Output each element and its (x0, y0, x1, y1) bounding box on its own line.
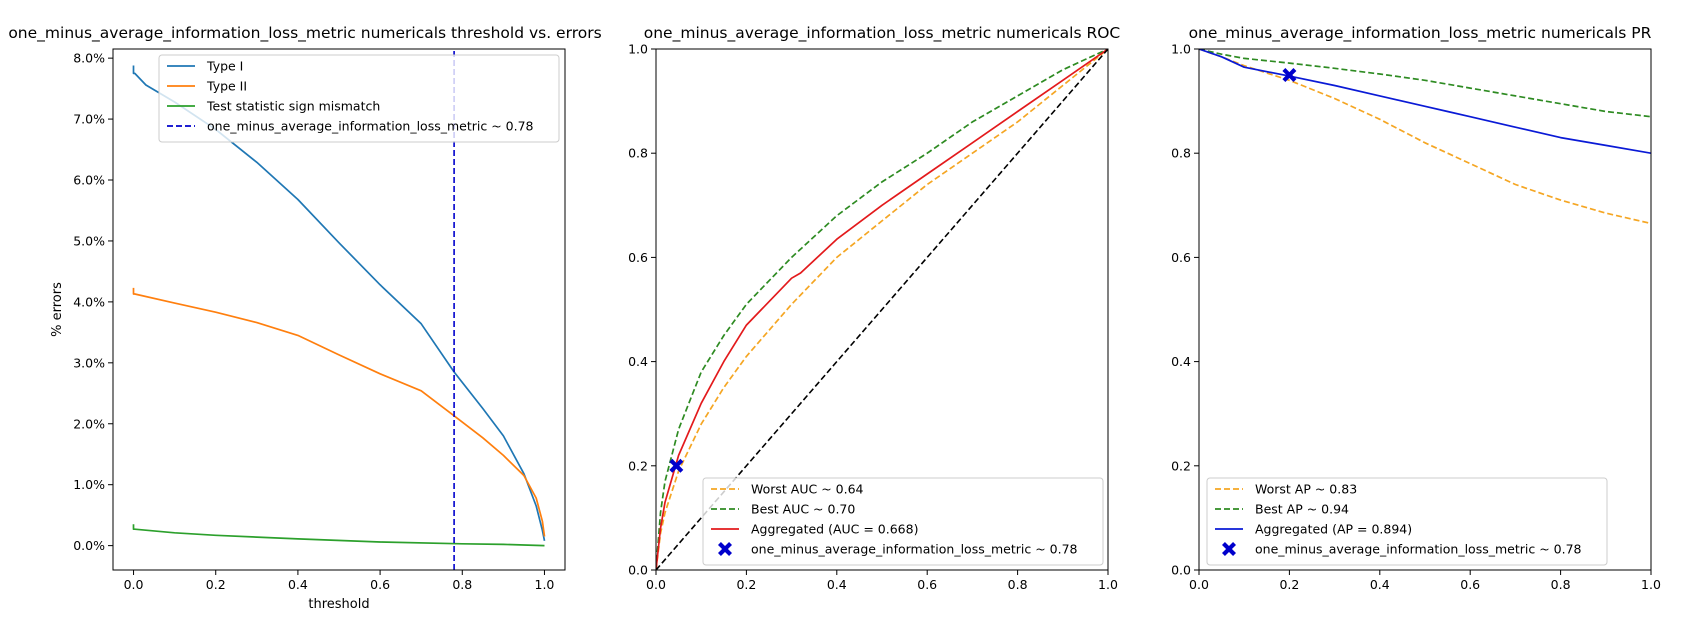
chart-3-title: one_minus_average_information_loss_metri… (1189, 24, 1652, 43)
x-tick-label: 1.0 (1098, 577, 1118, 592)
legend-marker (1222, 542, 1236, 556)
x-tick-label: 0.4 (288, 577, 308, 592)
series-best-auc-0-70 (656, 49, 1108, 570)
threshold-marker (1282, 68, 1297, 83)
x-tick-label: 0.6 (370, 577, 390, 592)
chart-2-axes-frame (655, 48, 1109, 571)
legend-label: Type I (206, 59, 243, 74)
series-aggregated-ap-0-894 (1199, 49, 1651, 155)
x-tick-label: 0.8 (1008, 577, 1028, 592)
chart-1-axes-frame (112, 48, 566, 571)
legend-label: Aggregated (AP = 0.894) (1255, 522, 1412, 537)
legend-box (1206, 477, 1608, 566)
y-tick-label: 0.4 (628, 354, 648, 369)
y-tick-label: 6.0% (73, 173, 105, 188)
x-tick-label: 0.4 (1370, 577, 1390, 592)
series-type-ii (132, 287, 546, 537)
legend-box (702, 477, 1104, 566)
x-tick-label: 0.2 (736, 577, 756, 592)
y-tick-label: 2.0% (73, 416, 105, 431)
legend-label: Worst AUC ~ 0.64 (751, 482, 864, 497)
threshold-marker (669, 458, 684, 473)
y-tick-label: 1.0 (628, 42, 648, 57)
x-tick-label: 0.8 (1551, 577, 1571, 592)
legend-label: one_minus_average_information_loss_metri… (751, 542, 1078, 557)
chart-3-plot-area (1199, 49, 1651, 225)
chart-1: 0.0 0.2 0.4 0.6 0.8 1.0 0.0% 1.0% 2.0% 3.0% 4.0% 5.… (50, 48, 566, 612)
series-aggregated-auc-0-668 (656, 49, 1108, 570)
chart-2-title: one_minus_average_information_loss_metri… (644, 24, 1121, 43)
series-chance (656, 49, 1108, 570)
legend-label: Worst AP ~ 0.83 (1255, 482, 1357, 497)
x-tick-label: 0.4 (827, 577, 847, 592)
y-tick-label: 8.0% (73, 51, 105, 66)
x-tick-label: 1.0 (1641, 577, 1661, 592)
x-tick-label: 0.6 (917, 577, 937, 592)
y-tick-label: 4.0% (73, 294, 105, 309)
chart-2-legend: Worst AUC ~ 0.64 Best AUC ~ 0.70 Aggregate… (702, 477, 1104, 566)
y-tick-label: 3.0% (73, 355, 105, 370)
legend-label: one_minus_average_information_loss_metri… (1255, 542, 1582, 557)
chart-2: 0.0 0.2 0.4 0.6 0.8 1.0 0.0 0.2 0.4 0.6 0.8 1.0 Wors… (628, 42, 1118, 593)
legend-box (158, 54, 560, 143)
series-best-ap-0-94 (1199, 49, 1651, 118)
legend-label: Test statistic sign mismatch (206, 99, 380, 114)
chart-1-title: one_minus_average_information_loss_metri… (8, 24, 601, 43)
y-tick-label: 0.6 (1171, 250, 1191, 265)
x-tick-label: 1.0 (535, 577, 555, 592)
y-tick-label: 0.2 (628, 458, 648, 473)
y-tick-label: 7.0% (73, 112, 105, 127)
chart-3-axes-frame (1198, 48, 1652, 571)
x-tick-label: 0.2 (1279, 577, 1299, 592)
x-tick-label: 0.0 (1189, 577, 1209, 592)
x-tick-label: 0.6 (1460, 577, 1480, 592)
chart-3: 0.0 0.2 0.4 0.6 0.8 1.0 0.0 0.2 0.4 0.6 0.8 1.0 Wors… (1171, 42, 1661, 593)
legend-label: Type II (206, 79, 247, 94)
y-tick-label: 0.0 (1171, 563, 1191, 578)
chart-2-plot-area (656, 49, 1108, 570)
x-axis-label: threshold (308, 597, 369, 612)
x-tick-label: 0.0 (124, 577, 144, 592)
legend-marker (718, 542, 732, 556)
x-tick-label: 0.2 (206, 577, 226, 592)
y-tick-label: 5.0% (73, 233, 105, 248)
chart-1-legend: Type I Type II Test statistic sign mismatc… (158, 54, 560, 143)
y-axis-label: % errors (50, 282, 65, 337)
y-tick-label: 0.0 (628, 563, 648, 578)
chart-3-legend: Worst AP ~ 0.83 Best AP ~ 0.94 Aggregated … (1206, 477, 1608, 566)
y-tick-label: 1.0 (1171, 42, 1191, 57)
series-worst-auc-0-64 (656, 49, 1108, 570)
y-tick-label: 0.2 (1171, 458, 1191, 473)
y-tick-label: 0.0% (73, 538, 105, 553)
legend-label: Best AP ~ 0.94 (1255, 502, 1349, 517)
legend-label: Best AUC ~ 0.70 (751, 502, 855, 517)
y-tick-label: 0.8 (1171, 146, 1191, 161)
y-tick-label: 0.6 (628, 250, 648, 265)
legend-label: one_minus_average_information_loss_metri… (207, 119, 534, 134)
y-tick-label: 1.0% (73, 477, 105, 492)
series-worst-ap-0-83 (1199, 49, 1651, 225)
y-tick-label: 0.8 (628, 146, 648, 161)
y-tick-label: 0.4 (1171, 354, 1191, 369)
legend-label: Aggregated (AUC = 0.668) (751, 522, 918, 537)
series-test-statistic-sign-mismatch (132, 524, 545, 547)
x-tick-label: 0.8 (452, 577, 472, 592)
x-tick-label: 0.0 (646, 577, 666, 592)
